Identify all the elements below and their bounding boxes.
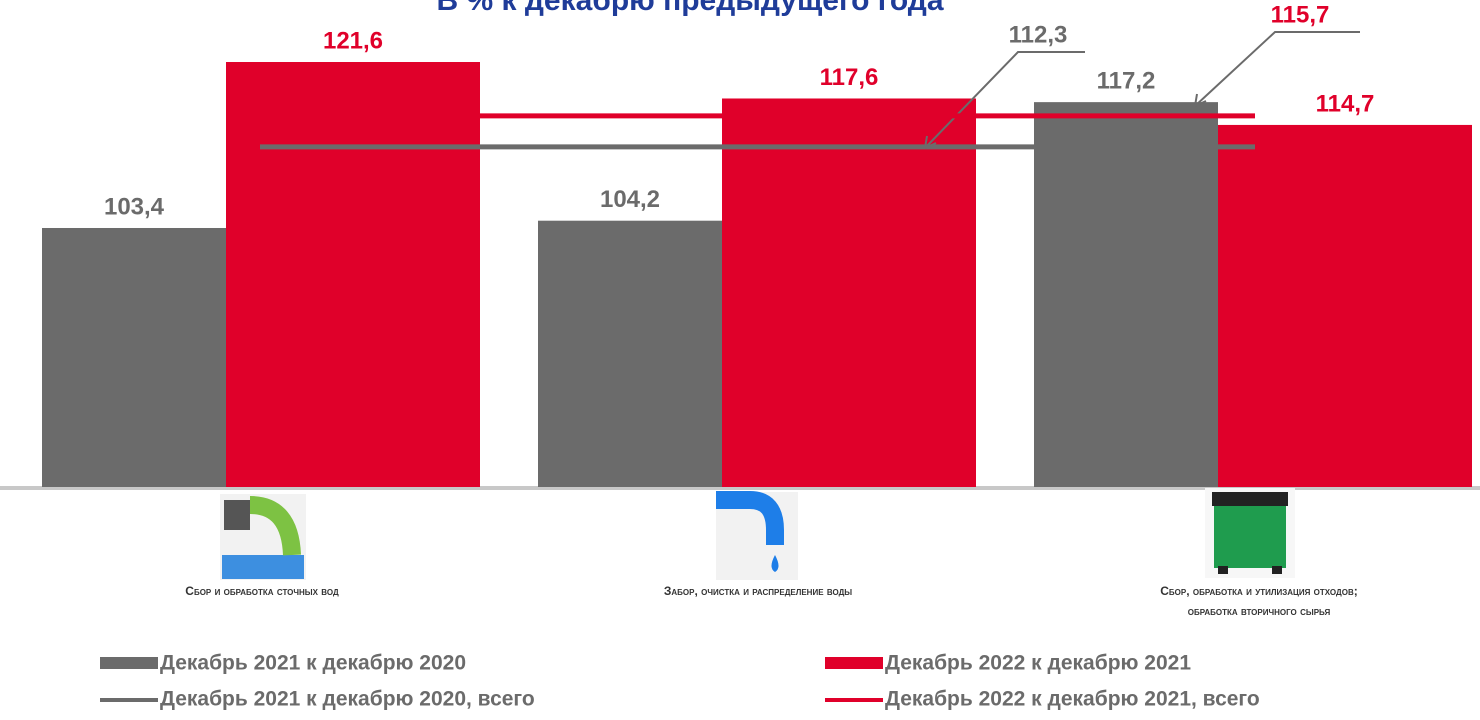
category-label: Забор, очистка и распределение воды	[664, 584, 852, 598]
value-label: 117,6	[820, 64, 879, 91]
legend-swatch	[825, 657, 883, 669]
category-label: Сбор, обработка и утилизация отходов;	[1160, 584, 1357, 598]
value-label: 103,4	[104, 193, 165, 220]
legend-label: Декабрь 2022 к декабрю 2021, всего	[885, 688, 1260, 711]
legend-label: Декабрь 2021 к декабрю 2020, всего	[160, 688, 535, 711]
leader-arrow	[924, 135, 937, 149]
bar	[42, 227, 226, 487]
bar	[1034, 102, 1218, 488]
value-label: 121,6	[323, 27, 383, 54]
icon-sewage	[220, 494, 306, 580]
bar	[722, 98, 976, 487]
category-label: обработка вторичного сырья	[1188, 604, 1331, 618]
legend-label: Декабрь 2022 к декабрю 2021	[885, 652, 1191, 675]
bar	[1218, 124, 1472, 487]
chart-title: В % к декабрю предыдущего года	[437, 0, 944, 17]
bar	[538, 220, 722, 488]
total-label: 112,3	[1009, 21, 1068, 48]
legend-swatch	[100, 657, 158, 669]
bar	[226, 62, 480, 488]
value-label: 104,2	[600, 186, 660, 213]
value-label: 114,7	[1316, 90, 1375, 117]
leader-arrow	[1194, 93, 1207, 107]
icon-tap	[716, 491, 798, 580]
total-label: 115,7	[1271, 1, 1330, 28]
leader	[1194, 31, 1360, 107]
icon-dumpster	[1205, 488, 1295, 578]
legend-label: Декабрь 2021 к декабрю 2020	[160, 652, 466, 675]
category-label: Сбор и обработка сточных вод	[185, 584, 339, 598]
value-label: 117,2	[1097, 67, 1156, 94]
